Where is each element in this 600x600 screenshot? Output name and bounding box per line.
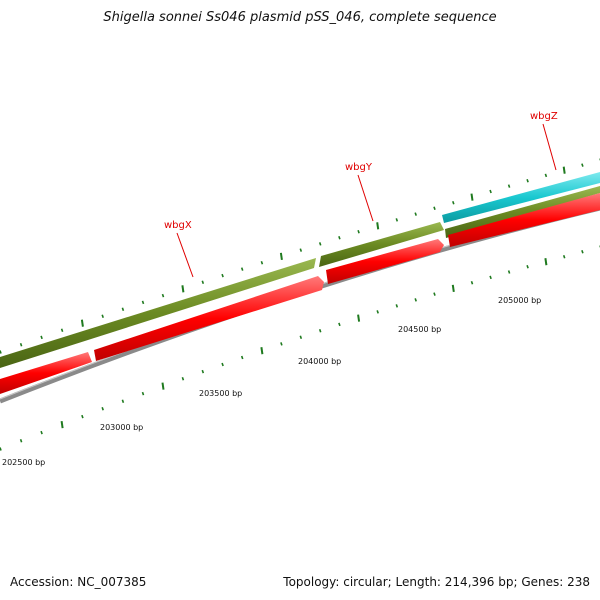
- major-tick: [451, 284, 455, 293]
- minor-tick: [376, 310, 379, 314]
- minor-tick: [544, 173, 548, 178]
- minor-tick: [81, 414, 84, 419]
- position-label: 204500 bp: [398, 325, 441, 334]
- gene-reverse-2[interactable]: [94, 276, 324, 361]
- gene-reverse-4[interactable]: [448, 193, 600, 247]
- minor-tick: [318, 242, 322, 246]
- position-label: 202500 bp: [2, 458, 45, 467]
- minor-tick: [470, 281, 474, 285]
- major-tick: [161, 382, 165, 390]
- position-label: 203000 bp: [100, 423, 143, 432]
- minor-tick: [0, 447, 2, 451]
- leader-wbgY: [357, 174, 374, 222]
- minor-tick: [0, 350, 2, 354]
- sequence-summary: Topology: circular; Length: 214,396 bp; …: [283, 575, 590, 589]
- minor-tick: [40, 430, 43, 435]
- minor-tick: [101, 314, 104, 318]
- minor-tick: [40, 335, 43, 340]
- major-tick: [279, 252, 283, 261]
- minor-tick: [489, 275, 492, 280]
- position-label: 205000 bp: [498, 296, 541, 305]
- position-label: 203500 bp: [199, 389, 242, 398]
- map-title: Shigella sonnei Ss046 plasmid pSS_046, c…: [103, 10, 497, 25]
- major-tick: [60, 420, 64, 429]
- outer-tick-marks: [0, 158, 600, 354]
- gene-label-wbgZ: wbgZ: [530, 111, 558, 122]
- minor-tick: [221, 362, 224, 367]
- minor-tick: [526, 265, 529, 269]
- gene-label-wbgY: wbgY: [345, 162, 373, 173]
- minor-tick: [240, 267, 244, 271]
- minor-tick: [141, 391, 145, 396]
- minor-tick: [338, 236, 341, 240]
- gene-highlight-wbgZ[interactable]: [442, 172, 600, 223]
- minor-tick: [452, 200, 455, 205]
- minor-tick: [60, 328, 64, 333]
- accession-label: Accession: NC_007385: [10, 575, 147, 589]
- minor-tick: [299, 248, 303, 252]
- minor-tick: [357, 230, 360, 234]
- position-label: 204000 bp: [298, 357, 341, 366]
- minor-tick: [240, 355, 244, 360]
- leader-wbgX: [176, 232, 194, 278]
- gene-forward-wbgY[interactable]: [319, 222, 444, 267]
- major-tick: [470, 193, 474, 201]
- minor-tick: [181, 377, 185, 381]
- minor-tick: [526, 178, 529, 183]
- minor-tick: [507, 270, 511, 274]
- gene-forward-wbgZ-base[interactable]: [445, 186, 600, 238]
- minor-tick: [201, 369, 205, 374]
- minor-tick: [338, 322, 341, 327]
- major-tick: [562, 166, 566, 174]
- minor-tick: [581, 163, 584, 167]
- minor-tick: [280, 342, 283, 346]
- major-tick: [80, 319, 84, 327]
- minor-tick: [141, 300, 145, 305]
- gene-reverse-3[interactable]: [326, 239, 444, 284]
- minor-tick: [101, 407, 104, 411]
- minor-tick: [581, 250, 584, 254]
- minor-tick: [395, 304, 399, 308]
- minor-tick: [395, 218, 399, 222]
- minor-tick: [19, 342, 23, 347]
- minor-tick: [299, 335, 303, 340]
- minor-tick: [121, 399, 125, 403]
- minor-tick: [433, 206, 436, 211]
- gene-reverse-1[interactable]: [0, 352, 92, 394]
- minor-tick: [19, 438, 23, 443]
- gene-label-wbgX: wbgX: [164, 220, 192, 231]
- major-tick: [260, 347, 264, 355]
- minor-tick: [414, 212, 417, 216]
- minor-tick: [260, 260, 264, 265]
- inner-tick-marks: [0, 245, 600, 451]
- minor-tick: [121, 307, 125, 311]
- minor-tick: [489, 189, 492, 194]
- gene-forward-wbgX[interactable]: [0, 258, 316, 368]
- minor-tick: [507, 184, 511, 188]
- minor-tick: [201, 280, 205, 284]
- minor-tick: [318, 329, 322, 333]
- minor-tick: [414, 298, 417, 302]
- minor-tick: [221, 273, 224, 278]
- minor-tick: [562, 254, 566, 259]
- major-tick: [376, 222, 380, 230]
- leader-wbgZ: [542, 123, 557, 171]
- major-tick: [357, 314, 361, 322]
- major-tick: [544, 258, 548, 266]
- minor-tick: [433, 292, 436, 296]
- minor-tick: [161, 293, 165, 298]
- major-tick: [181, 285, 185, 293]
